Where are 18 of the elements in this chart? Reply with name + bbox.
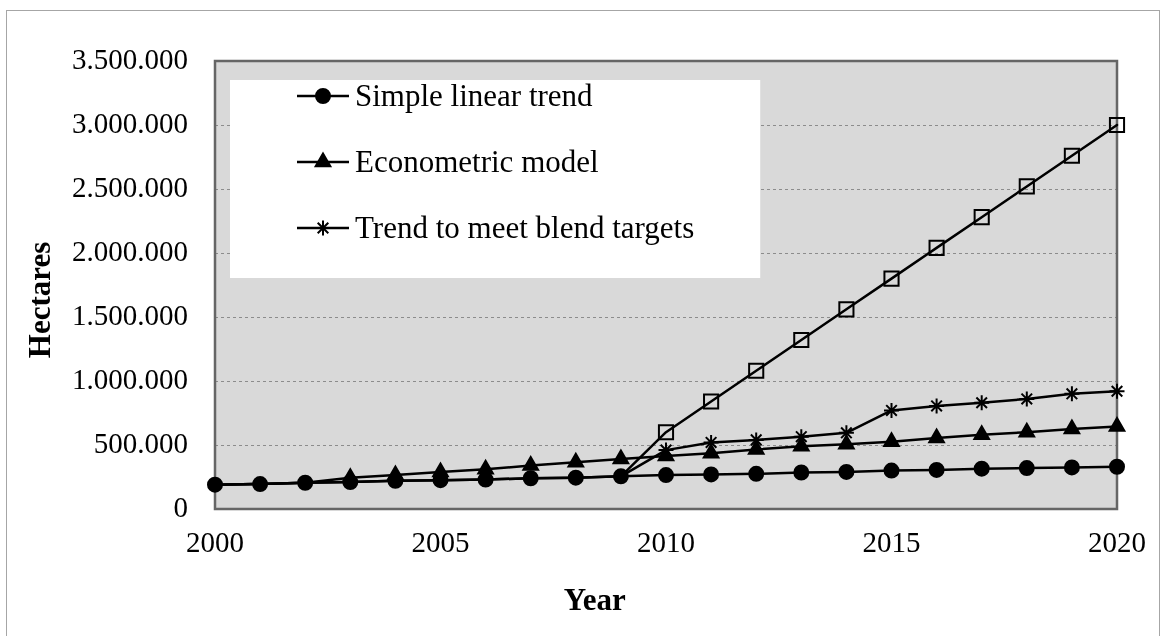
x-tick-label: 2015: [862, 526, 921, 559]
legend-label: Econometric model: [355, 144, 599, 180]
y-axis-title: Hectares: [22, 241, 58, 359]
x-axis-title: Year: [563, 582, 626, 618]
y-tick-label: 2.000.000: [72, 234, 188, 267]
y-tick-label: 2.500.000: [72, 170, 188, 203]
legend-label: Trend to meet blend targets: [355, 210, 695, 246]
y-tick-label: 3.500.000: [72, 42, 188, 75]
y-tick-label: 500.000: [93, 426, 188, 459]
y-tick-label: 1.000.000: [72, 362, 188, 395]
x-tick-label: 2000: [186, 526, 244, 559]
legend-label: Simple linear trend: [355, 78, 594, 114]
y-tick-label: 0: [173, 490, 188, 523]
x-tick-label: 2020: [1088, 526, 1146, 559]
y-tick-label: 3.000.000: [72, 106, 188, 139]
x-tick-label: 2005: [411, 526, 470, 559]
y-tick-label: 1.500.000: [72, 298, 188, 331]
x-tick-label: 2010: [637, 526, 695, 559]
